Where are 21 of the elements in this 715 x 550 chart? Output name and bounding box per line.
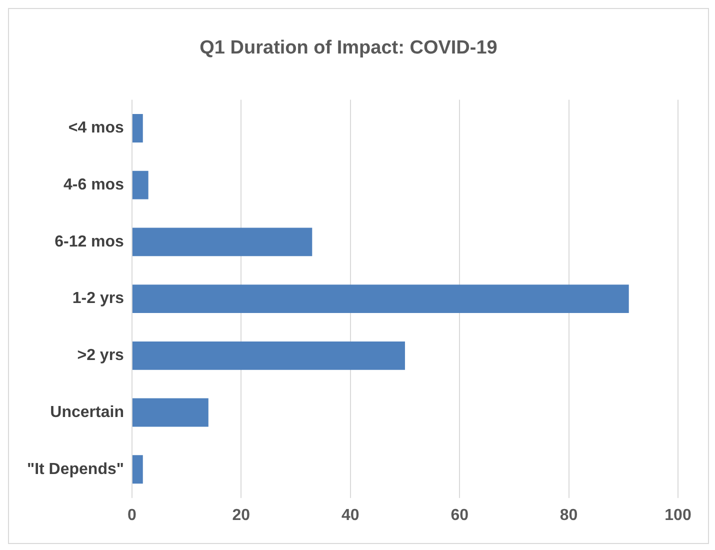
x-tick-label: 100 — [664, 506, 692, 524]
bar — [132, 398, 208, 427]
bar — [132, 228, 312, 256]
x-tick-label: 20 — [232, 506, 250, 524]
bar — [132, 455, 143, 484]
y-tick-label: >2 yrs — [77, 347, 124, 364]
y-tick-label: 1-2 yrs — [72, 290, 124, 308]
y-tick-label: Uncertain — [50, 404, 124, 421]
bar — [132, 170, 148, 200]
bar — [132, 284, 629, 314]
bar — [132, 341, 405, 370]
y-tick-label: <4 mos — [68, 120, 124, 137]
x-tick-label: 80 — [560, 506, 578, 524]
x-tick-label: 60 — [450, 506, 469, 524]
bar — [132, 114, 143, 142]
x-tick-label: 0 — [128, 506, 137, 524]
y-tick-label: 4-6 mos — [63, 176, 124, 194]
y-tick-label: 6-12 mos — [54, 233, 124, 250]
y-tick-label: "It Depends" — [26, 460, 124, 478]
x-tick-label: 40 — [341, 506, 360, 524]
chart-title: Q1 Duration of Impact: COVID-19 — [200, 38, 498, 59]
